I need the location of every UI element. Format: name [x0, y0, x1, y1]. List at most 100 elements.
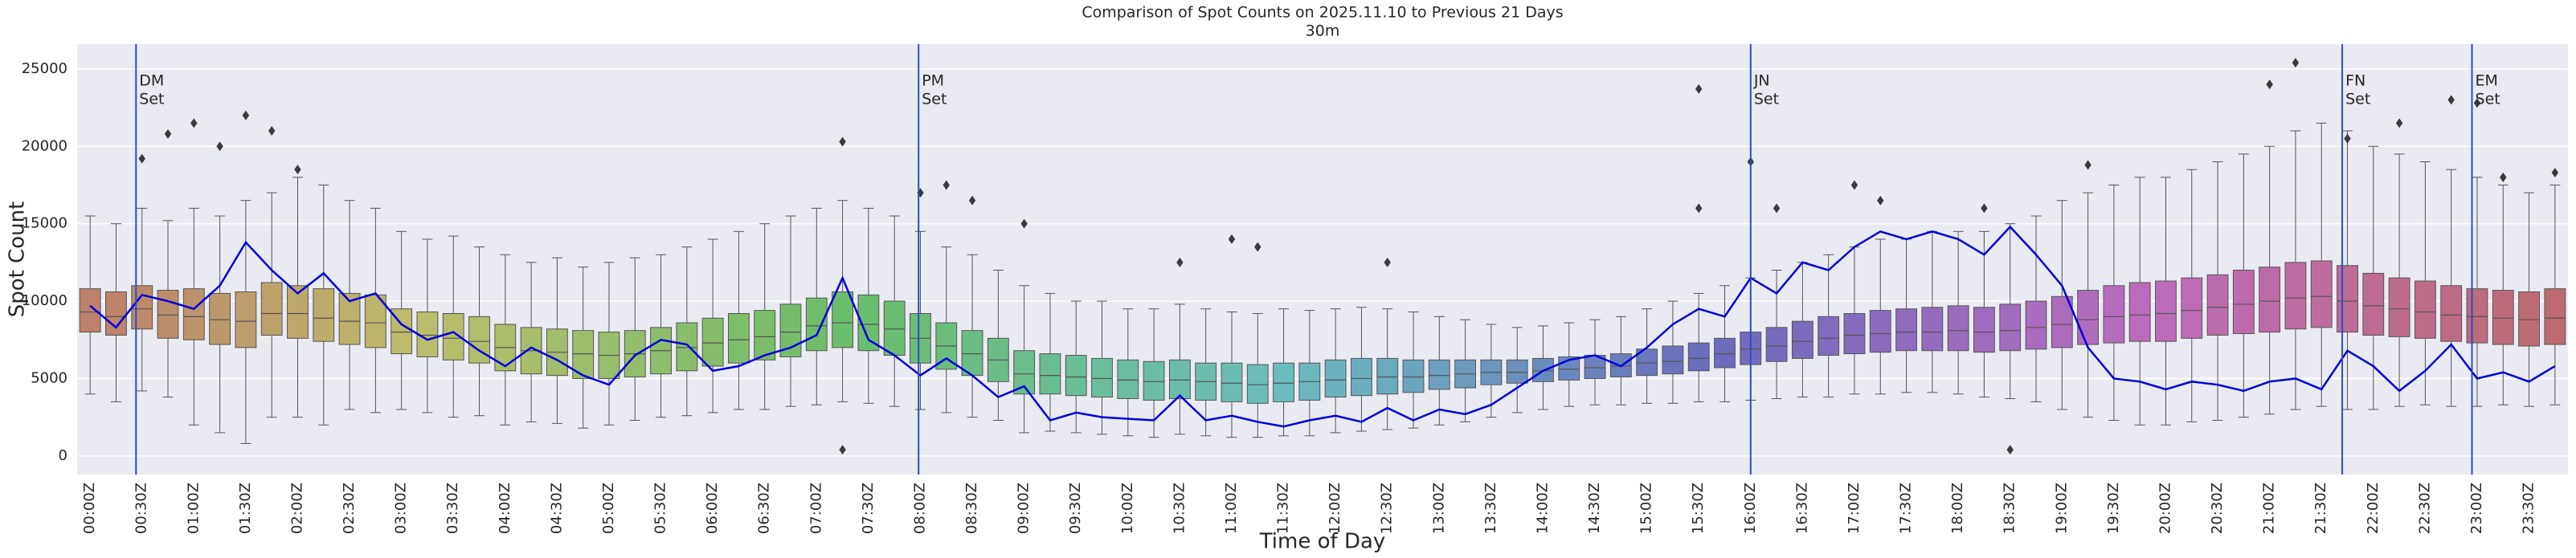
box — [1065, 355, 1087, 397]
outlier — [164, 128, 172, 139]
outlier — [839, 445, 846, 455]
outlier — [968, 195, 976, 206]
box — [209, 292, 231, 345]
annotation-label: Set — [922, 91, 947, 108]
box — [1351, 357, 1372, 397]
box — [2518, 291, 2540, 347]
x-tick-label: 18:00Z — [1949, 483, 1966, 534]
x-tick-label: 16:00Z — [1742, 483, 1759, 534]
box — [1791, 320, 1813, 359]
outlier — [2266, 79, 2273, 90]
y-tick-label: 20000 — [22, 137, 67, 154]
box — [1818, 316, 1840, 356]
outlier — [1981, 203, 1988, 214]
annotation-label: Set — [2476, 91, 2500, 108]
box — [2051, 295, 2073, 348]
x-tick-label: 15:30Z — [1690, 483, 1707, 534]
outlier — [294, 165, 301, 175]
outlier — [2084, 160, 2091, 170]
chart-title: Comparison of Spot Counts on 2025.11.10 … — [1082, 4, 1563, 22]
box — [883, 300, 906, 356]
outlier — [2344, 133, 2351, 144]
x-tick-label: 11:30Z — [1275, 483, 1292, 534]
box — [1714, 337, 1736, 369]
box — [2128, 282, 2151, 342]
box — [728, 312, 750, 364]
box — [2466, 288, 2488, 344]
outlier — [839, 136, 846, 147]
box — [364, 294, 386, 348]
x-tick-label: 01:00Z — [185, 483, 202, 534]
box — [2103, 285, 2125, 344]
box — [416, 312, 439, 357]
annotation-label: Set — [139, 91, 164, 108]
annotation-label: JN — [1753, 72, 1770, 90]
box — [676, 322, 698, 372]
box — [1973, 307, 1995, 353]
x-tick-label: 19:30Z — [2105, 483, 2122, 534]
box — [1143, 360, 1165, 401]
box — [1869, 310, 1891, 353]
outlier — [1695, 203, 1703, 214]
box — [1947, 305, 1969, 352]
box — [832, 291, 854, 348]
annotation-label: EM — [2476, 72, 2498, 90]
y-tick-label: 0 — [59, 447, 67, 464]
x-tick-label: 06:00Z — [704, 483, 721, 534]
outlier — [242, 110, 250, 120]
box — [1402, 359, 1425, 393]
x-tick-label: 14:30Z — [1586, 483, 1603, 534]
x-tick-label: 02:00Z — [288, 483, 305, 534]
x-tick-label: 23:00Z — [2468, 483, 2485, 534]
x-tick-label: 07:00Z — [808, 483, 824, 534]
x-tick-label: 10:00Z — [1119, 483, 1136, 534]
box — [2025, 300, 2047, 350]
x-tick-label: 20:00Z — [2157, 483, 2173, 534]
box — [260, 282, 283, 336]
x-tick-label: 12:00Z — [1327, 483, 1343, 534]
annotation-label: PM — [922, 72, 944, 90]
box — [2232, 269, 2255, 335]
outlier — [1228, 234, 1236, 244]
box — [1506, 359, 1528, 384]
box — [2284, 262, 2307, 330]
box — [338, 292, 361, 345]
box — [1324, 359, 1347, 398]
outlier — [1176, 257, 1184, 267]
box — [2206, 274, 2229, 336]
outlier — [1773, 203, 1781, 214]
box — [313, 288, 335, 342]
y-tick-label: 10000 — [22, 292, 67, 309]
box — [1687, 342, 1710, 372]
box — [1765, 327, 1788, 362]
box — [1168, 359, 1191, 400]
box — [1428, 359, 1450, 390]
annotation-label: Set — [2345, 91, 2370, 108]
x-tick-label: 15:00Z — [1638, 483, 1655, 534]
box — [2440, 285, 2463, 342]
outlier — [2395, 118, 2403, 128]
outlier — [268, 125, 276, 136]
box — [2155, 280, 2177, 342]
chart-subtitle: 30m — [1306, 22, 1340, 40]
box — [1999, 303, 2022, 352]
outlier — [942, 180, 950, 190]
x-tick-label: 22:30Z — [2416, 483, 2433, 534]
x-tick-label: 21:00Z — [2261, 483, 2278, 534]
x-tick-label: 06:30Z — [756, 483, 773, 534]
x-tick-label: 23:30Z — [2521, 483, 2537, 534]
box — [805, 297, 828, 352]
box — [2362, 272, 2385, 336]
outlier — [190, 118, 198, 128]
box — [961, 330, 983, 377]
x-tick-label: 00:00Z — [81, 483, 98, 534]
box — [1273, 362, 1294, 402]
x-tick-label: 04:00Z — [497, 483, 513, 534]
x-tick-label: 18:30Z — [2002, 483, 2018, 534]
x-tick-label: 01:30Z — [237, 483, 254, 534]
outlier — [1384, 257, 1391, 267]
box — [1843, 312, 1866, 355]
outlier — [2551, 168, 2559, 178]
